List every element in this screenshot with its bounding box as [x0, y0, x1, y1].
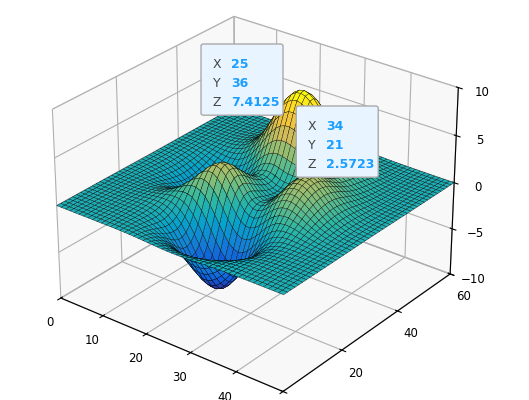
Text: Y: Y: [308, 139, 315, 152]
Text: 21: 21: [326, 139, 344, 152]
Text: 36: 36: [231, 77, 249, 90]
Text: Z: Z: [213, 96, 221, 109]
Text: X: X: [213, 58, 221, 71]
Text: 25: 25: [231, 58, 249, 71]
Text: 2.5723: 2.5723: [326, 158, 375, 171]
Text: 34: 34: [326, 120, 344, 133]
Text: X: X: [308, 120, 316, 133]
Text: Z: Z: [308, 158, 316, 171]
FancyBboxPatch shape: [296, 106, 378, 177]
FancyBboxPatch shape: [201, 44, 283, 115]
Text: Y: Y: [213, 77, 220, 90]
Text: 7.4125: 7.4125: [231, 96, 280, 109]
